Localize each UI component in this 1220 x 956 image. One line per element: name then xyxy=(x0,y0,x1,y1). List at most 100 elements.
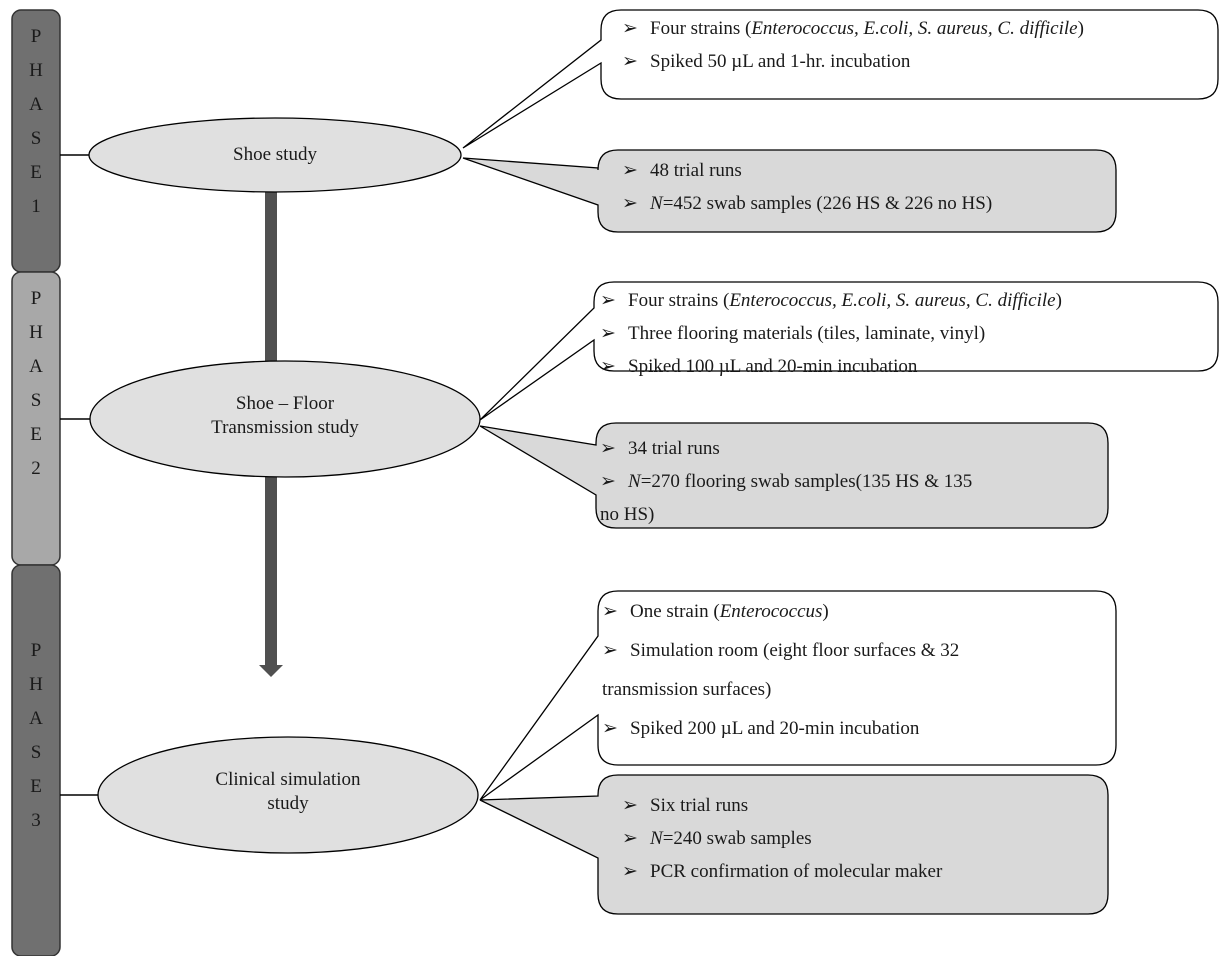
callout-box-phase2-conditions xyxy=(479,281,1219,421)
study-title-shoe: Shoe study xyxy=(175,143,375,167)
callout-text-phase3-samples: ➢ Six trial runs ➢ N=240 swab samples ➢ PCR c… xyxy=(622,795,942,894)
phase-letter: S xyxy=(30,390,42,411)
callout-line: ➢ Simulation room (eight floor surfaces &… xyxy=(602,640,959,679)
callout-line: ➢ Four strains (Enterococcus, E.coli, S. … xyxy=(622,18,1084,51)
study-title-line: study xyxy=(267,792,309,814)
callout-text-fragment: Simulation room (eight floor surfaces & … xyxy=(630,640,960,661)
phase-letter: E xyxy=(30,424,42,445)
phase-letter: E xyxy=(30,162,42,183)
callout-text-fragment: Four strains ( xyxy=(650,18,752,39)
oval-floor-transmission-study xyxy=(89,360,481,478)
callout-text-fragment: transmission surfaces) xyxy=(602,679,772,700)
callout-text-fragment: =452 swab samples (226 HS & 226 no HS) xyxy=(662,193,993,214)
callout-line: ➢ N=452 swab samples (226 HS & 226 no HS) xyxy=(622,193,992,226)
study-title-line: Transmission study xyxy=(211,416,359,438)
callout-text-fragment: Spiked 50 µL and 1-hr. incubation xyxy=(650,51,911,72)
phase-letter: H xyxy=(29,60,43,81)
bullet-arrow-icon: ➢ xyxy=(622,828,638,849)
callout-text-fragment: PCR confirmation of molecular maker xyxy=(650,861,943,882)
phase-letter: A xyxy=(29,708,43,729)
bullet-arrow-icon: ➢ xyxy=(602,601,618,622)
bullet-arrow-icon: ➢ xyxy=(600,290,616,311)
callout-text-fragment: N xyxy=(650,193,663,214)
callout-text-phase2-samples: ➢ 34 trial runs ➢ N=270 flooring swab sampl… xyxy=(600,438,972,537)
oval-clinical-simulation-study xyxy=(97,736,479,854)
phase-letter: 2 xyxy=(31,458,41,479)
callout-line: ➢ Spiked 100 µL and 20-min incubation xyxy=(600,356,1062,389)
callout-text-phase1-samples: ➢ 48 trial runs ➢ N=452 swab samples (226 H… xyxy=(622,160,992,226)
callout-text-fragment: One strain ( xyxy=(630,601,720,622)
callout-line: ➢ Six trial runs xyxy=(622,795,942,828)
callout-box-phase3-conditions xyxy=(479,590,1117,801)
callout-text-fragment: N xyxy=(650,828,663,849)
callout-line: ➢ 34 trial runs xyxy=(600,438,972,471)
callout-text-fragment: N xyxy=(628,471,641,492)
phase-letter: A xyxy=(29,356,43,377)
phase-letter: H xyxy=(29,674,43,695)
bullet-arrow-icon: ➢ xyxy=(600,323,616,344)
bullet-arrow-icon: ➢ xyxy=(600,356,616,377)
callout-text-phase1-conditions: ➢ Four strains (Enterococcus, E.coli, S. … xyxy=(622,18,1084,84)
callout-box-phase2-samples xyxy=(479,422,1109,529)
callout-text-fragment: Enterococcus, E.coli, S. aureus, C. diff… xyxy=(751,18,1078,39)
flow-arrow-1-shaft xyxy=(265,192,277,370)
callout-text-fragment: =270 flooring swab samples(135 HS & 135 xyxy=(640,471,973,492)
bullet-arrow-icon: ➢ xyxy=(600,471,616,492)
study-title-clinical: Clinical simulation study xyxy=(168,768,408,816)
bullet-arrow-icon: ➢ xyxy=(600,438,616,459)
phase-letter: 3 xyxy=(31,810,41,831)
callout-line: ➢ 48 trial runs xyxy=(622,160,992,193)
phase-letter: P xyxy=(30,26,42,47)
callout-text-fragment: Enterococcus, E.coli, S. aureus, C. diff… xyxy=(729,290,1056,311)
bullet-arrow-icon: ➢ xyxy=(602,718,618,739)
callout-text-fragment: 34 trial runs xyxy=(628,438,720,459)
study-title-line: Shoe study xyxy=(233,144,317,165)
bullet-arrow-icon: ➢ xyxy=(622,193,638,214)
callout-box-phase1-conditions xyxy=(462,9,1219,149)
phase-letter: E xyxy=(30,776,42,797)
flow-arrow-2-head xyxy=(259,665,283,677)
callout-line: ➢ N=240 swab samples xyxy=(622,828,942,861)
callout-text-phase3-conditions: ➢ One strain (Enterococcus) ➢ Simulation ro… xyxy=(602,601,959,757)
callout-text-fragment: no HS) xyxy=(600,504,655,525)
bullet-arrow-icon: ➢ xyxy=(622,18,638,39)
callout-line: ➢ Spiked 200 µL and 20-min incubation xyxy=(602,718,959,757)
study-title-line: Shoe – Floor xyxy=(235,393,335,414)
callout-box-phase3-samples xyxy=(479,774,1109,915)
callout-text-fragment: 48 trial runs xyxy=(650,160,742,181)
phase-letter: P xyxy=(30,288,42,309)
callout-line: transmission surfaces) xyxy=(602,679,959,718)
bullet-arrow-icon: ➢ xyxy=(622,795,638,816)
phase-letter: P xyxy=(30,640,42,661)
phase-bar-3 xyxy=(11,564,61,956)
bullet-arrow-icon: ➢ xyxy=(622,160,638,181)
callout-line: ➢ One strain (Enterococcus) xyxy=(602,601,959,640)
bullet-arrow-icon: ➢ xyxy=(622,51,638,72)
callout-text-fragment: =240 swab samples xyxy=(662,828,812,849)
callout-line: no HS) xyxy=(600,504,972,537)
callout-text-fragment: Four strains ( xyxy=(628,290,730,311)
callout-text-fragment: ) xyxy=(822,601,829,622)
study-title-line: Clinical simulation xyxy=(215,769,361,790)
bullet-arrow-icon: ➢ xyxy=(622,861,638,882)
phase-letter: H xyxy=(29,322,43,343)
callout-text-fragment: Enterococcus xyxy=(719,601,823,622)
callout-text-fragment: Six trial runs xyxy=(650,795,749,816)
callout-text-fragment: Three flooring materials (tiles, laminat… xyxy=(628,323,986,344)
callout-text-fragment: ) xyxy=(1055,290,1062,311)
phase-letter: A xyxy=(29,94,43,115)
callout-text-fragment: Spiked 200 µL and 20-min incubation xyxy=(630,718,920,739)
study-title-floor: Shoe – Floor Transmission study xyxy=(165,392,405,440)
callout-line: ➢ N=270 flooring swab samples(135 HS & 13… xyxy=(600,471,972,504)
callout-line: ➢ Four strains (Enterococcus, E.coli, S. … xyxy=(600,290,1062,323)
phase-letter: S xyxy=(30,742,42,763)
flow-arrow-2-shaft xyxy=(265,477,277,665)
callout-line: ➢ PCR confirmation of molecular maker xyxy=(622,861,942,894)
callout-line: ➢ Three flooring materials (tiles, lamina… xyxy=(600,323,1062,356)
callout-line: ➢ Spiked 50 µL and 1-hr. incubation xyxy=(622,51,1084,84)
phase-letter: S xyxy=(30,128,42,149)
